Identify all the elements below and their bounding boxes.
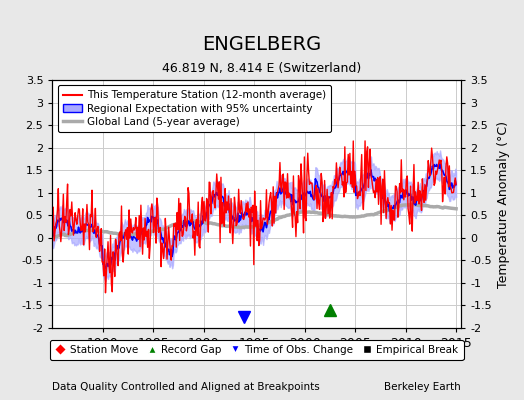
Legend: This Temperature Station (12-month average), Regional Expectation with 95% uncer: This Temperature Station (12-month avera… <box>58 85 331 132</box>
Text: Berkeley Earth: Berkeley Earth <box>385 382 461 392</box>
Text: 46.819 N, 8.414 E (Switzerland): 46.819 N, 8.414 E (Switzerland) <box>162 62 362 75</box>
Text: ENGELBERG: ENGELBERG <box>202 35 322 54</box>
Text: Data Quality Controlled and Aligned at Breakpoints: Data Quality Controlled and Aligned at B… <box>52 382 320 392</box>
Y-axis label: Temperature Anomaly (°C): Temperature Anomaly (°C) <box>497 120 510 288</box>
Legend: Station Move, Record Gap, Time of Obs. Change, Empirical Break: Station Move, Record Gap, Time of Obs. C… <box>50 340 464 360</box>
